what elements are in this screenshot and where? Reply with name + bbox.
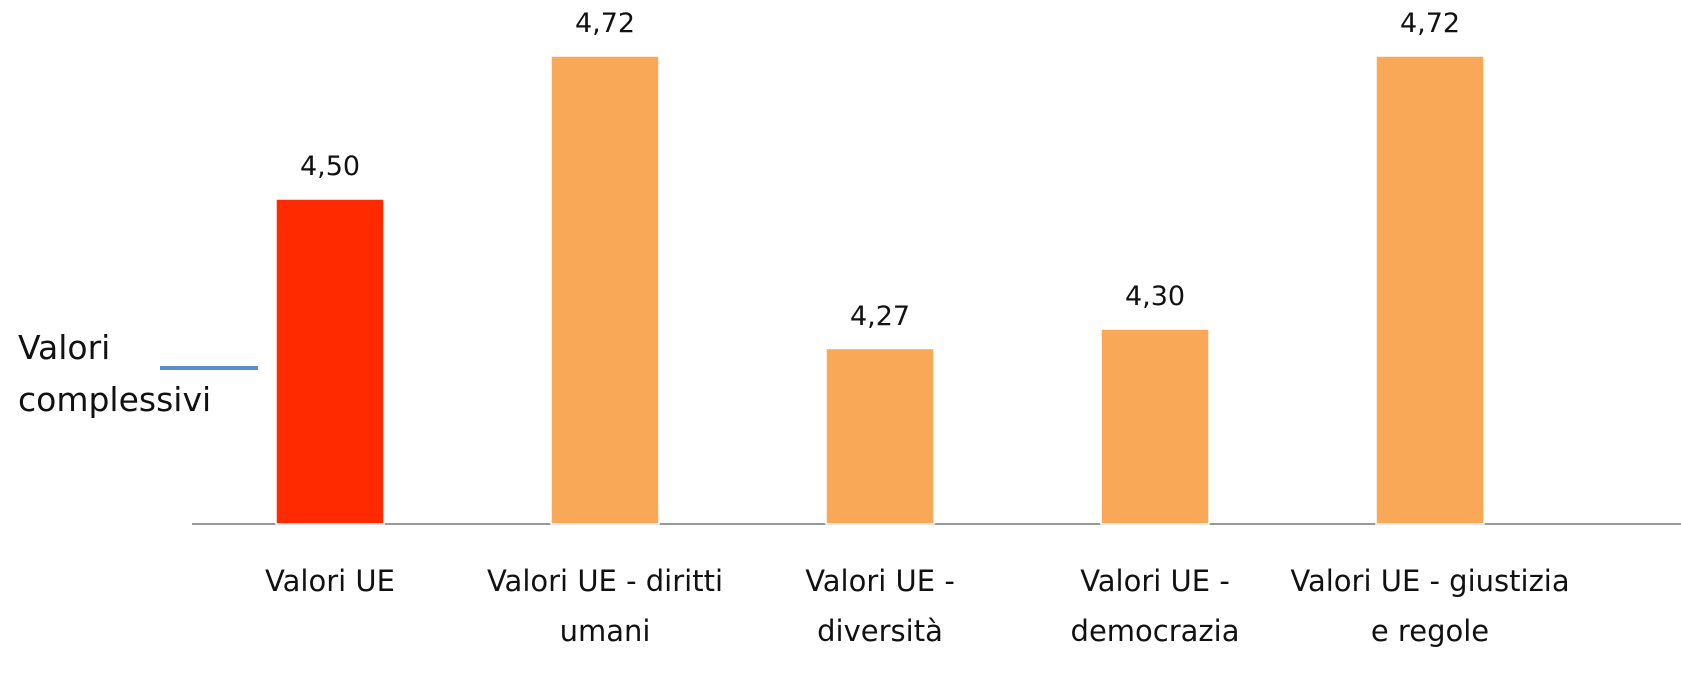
x-tick-label: Valori UE - diversità xyxy=(805,564,955,648)
value-label: 4,50 xyxy=(299,151,361,182)
x-tick-label: Valori UE - diritti umani xyxy=(486,564,724,648)
bar xyxy=(275,198,385,525)
value-label: 4,27 xyxy=(849,300,911,332)
x-tick-label: Valori UE xyxy=(265,564,395,598)
bar xyxy=(1375,55,1485,525)
bar xyxy=(825,347,935,525)
bar xyxy=(1100,328,1210,525)
legend-label: Valori complessivi xyxy=(18,328,212,419)
value-label: 4,72 xyxy=(574,8,636,39)
x-tick-label: Valori UE - democrazia xyxy=(1070,564,1240,648)
value-label: 4,72 xyxy=(1399,8,1461,39)
bar xyxy=(550,55,660,525)
x-tick-label: Valori UE - giustizia e regole xyxy=(1290,564,1570,648)
value-label: 4,30 xyxy=(1124,281,1186,312)
